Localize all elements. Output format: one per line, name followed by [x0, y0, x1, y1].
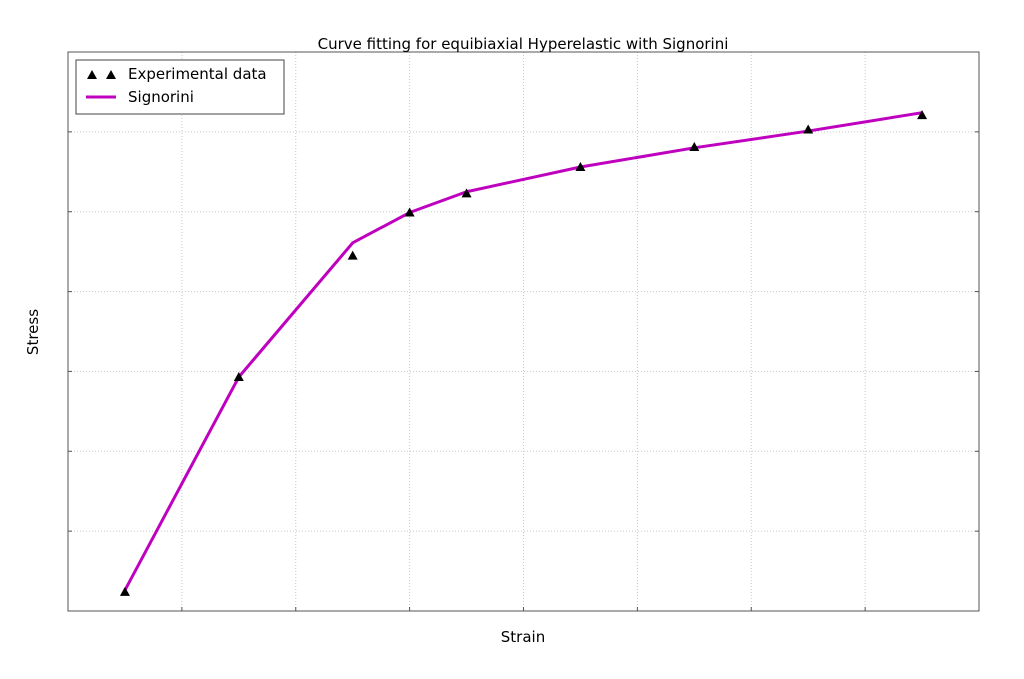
legend: Experimental data Signorini [75, 59, 285, 115]
experimental-data-point [404, 207, 415, 217]
legend-label-signorini: Signorini [128, 88, 194, 106]
x-axis-label: Strain [501, 628, 545, 646]
experimental-data-point [461, 188, 472, 198]
experimental-data-point [347, 250, 358, 260]
chart-title: Curve fitting for equibiaxial Hyperelast… [318, 35, 729, 53]
experimental-data-point [233, 372, 244, 382]
experimental-data-point [917, 110, 928, 120]
experimental-data-point [119, 586, 130, 596]
legend-box [75, 59, 285, 115]
axes-frame [67, 51, 980, 612]
experimental-data-point [803, 124, 814, 134]
y-axis-label: Stress [24, 309, 42, 355]
triangle-marker-icon [87, 70, 116, 79]
plot-area [119, 110, 928, 596]
experimental-data-point [689, 142, 700, 152]
grid-lines [68, 52, 979, 611]
experimental-data-point [575, 161, 586, 171]
legend-label-experimental: Experimental data [128, 65, 267, 83]
